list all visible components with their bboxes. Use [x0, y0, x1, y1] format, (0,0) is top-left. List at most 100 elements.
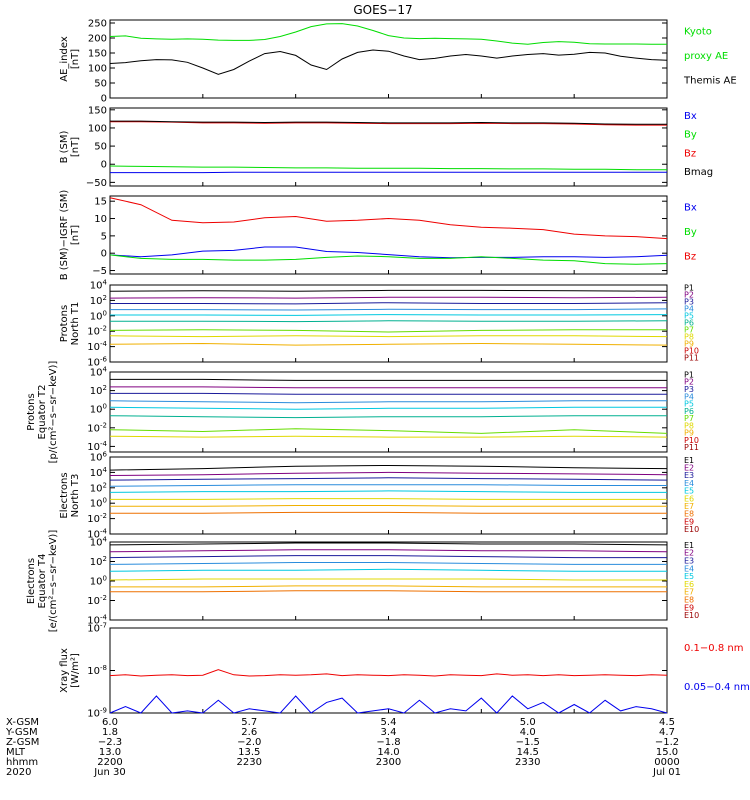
y-axis-title: North T3 [70, 474, 81, 518]
series-line-P4 [109, 400, 667, 404]
y-tick-label: 50 [94, 142, 107, 153]
legend-entry: E7 [684, 588, 694, 597]
y-tick-label: 0 [101, 160, 107, 171]
series-line-P8 [109, 435, 668, 438]
series-line-0.1−0.8 nm [109, 669, 668, 677]
series-line-E8 [110, 590, 667, 593]
x-axis-row-label: MLT [6, 747, 26, 758]
legend-entry: Bz [684, 251, 696, 262]
y-axis-title: [p/(cm²−s−sr−keV)] [48, 361, 59, 464]
x-axis-value: −2.3 [98, 737, 122, 748]
panel-3: 15 10 5 0 −5 B (SM)−IGRF (SM) [nT] Bx By Bz [59, 190, 697, 281]
y-tick-label: −5 [92, 266, 107, 277]
y-tick-label: 100 [90, 575, 107, 588]
series-line-E2 [109, 549, 668, 553]
y-tick-label: 10-4 [87, 340, 107, 353]
x-axis-value: Jun 30 [93, 767, 126, 778]
y-tick-label: 150 [88, 49, 107, 60]
legend-entry: P5 [684, 400, 694, 409]
legend-entry: Kyoto [684, 27, 712, 38]
y-tick-label: 100 [90, 497, 107, 510]
legend-entry: P6 [684, 407, 694, 416]
y-tick-label: 106 [90, 451, 108, 464]
legend-entry: P6 [684, 318, 694, 327]
panel-frame [109, 627, 668, 714]
series-line-E7 [110, 585, 667, 588]
x-axis-value: −1.5 [516, 737, 540, 748]
y-tick-label: 0 [101, 94, 107, 105]
x-axis-row-label: X-GSM [6, 717, 39, 728]
legend-entry: P10 [684, 346, 699, 355]
x-axis-value: −1.2 [655, 737, 679, 748]
panel-frame [109, 107, 668, 187]
legend-entry: E3 [684, 471, 694, 480]
legend-entry: P7 [684, 325, 694, 334]
series-line-By [109, 254, 668, 265]
legend-entry: P8 [684, 421, 694, 430]
legend-entry: 0.1−0.8 nm [684, 643, 743, 654]
legend-entry: E3 [684, 556, 694, 565]
legend-entry: P9 [684, 339, 694, 348]
series-line-E8 [110, 511, 667, 514]
series-line-P7 [109, 428, 668, 434]
legend-entry: P5 [684, 311, 694, 320]
panel-frame [109, 541, 668, 621]
series-line-P8 [109, 335, 668, 338]
legend-entry: Bx [684, 111, 697, 122]
legend-entry: P8 [684, 332, 694, 341]
y-tick-label: 10-2 [87, 421, 107, 434]
x-axis-value: 6.0 [102, 717, 118, 728]
y-tick-label: 10-8 [87, 664, 107, 677]
x-axis-row-label: Z-GSM [6, 737, 39, 748]
legend-entry: E1 [684, 541, 694, 550]
legend-entry: E8 [684, 510, 694, 519]
x-axis-value: 15.0 [656, 747, 678, 758]
y-axis-title: Protons [26, 393, 37, 430]
legend-entry: P3 [684, 385, 694, 394]
y-tick-label: 50 [94, 79, 107, 90]
x-axis-value: 4.0 [520, 727, 536, 738]
y-tick-label: 100 [88, 123, 107, 134]
y-axis-title: [nT] [70, 137, 81, 157]
series-line-Bx [109, 246, 668, 259]
x-axis-value: 4.7 [659, 727, 675, 738]
x-axis-value: 2.6 [241, 727, 257, 738]
series-line-E1 [109, 464, 668, 471]
legend-entry: P4 [684, 304, 694, 313]
panel-frame [109, 371, 668, 453]
y-axis-title: [W/m²] [70, 653, 81, 688]
y-tick-label: 200 [88, 34, 107, 45]
figure-title: GOES−17 [353, 3, 412, 17]
panel-frame [109, 19, 668, 99]
legend-entry: P11 [684, 353, 699, 362]
legend-entry: E4 [684, 564, 694, 573]
series-line-P1 [109, 289, 668, 292]
y-tick-label: 100 [90, 403, 107, 416]
series-line-Bz [109, 197, 668, 240]
series-line-Bmag [110, 120, 667, 125]
x-axis-value: 2200 [97, 757, 122, 768]
y-axis-title: Electrons [26, 558, 37, 604]
x-axis-row-label: hhmm [6, 757, 38, 768]
x-axis-value: 3.4 [381, 727, 397, 738]
series-line-P2 [110, 386, 667, 389]
series-line-P5 [109, 406, 667, 410]
y-tick-label: 100 [88, 64, 107, 75]
x-axis-value: Jul 01 [652, 767, 681, 778]
panel-1: 250 200 150 100 50 0 AE_index [nT] Kyoto proxy AE… [59, 19, 737, 105]
series-line-E6 [109, 578, 667, 581]
y-axis-title: [nT] [70, 225, 81, 245]
series-line-E1 [109, 542, 668, 546]
y-tick-label: 104 [90, 366, 108, 379]
x-axis-value: −2.0 [237, 737, 261, 748]
series-line-Kyoto proxy AE [109, 23, 667, 45]
legend-entry: 0.05−0.4 nm [684, 682, 750, 693]
y-tick-label: 150 [88, 105, 107, 116]
y-tick-label: 10-7 [87, 622, 107, 635]
y-axis-title: B (SM) [59, 130, 70, 163]
x-axis-value: 5.7 [241, 717, 257, 728]
legend-entry: proxy AE [684, 51, 728, 62]
